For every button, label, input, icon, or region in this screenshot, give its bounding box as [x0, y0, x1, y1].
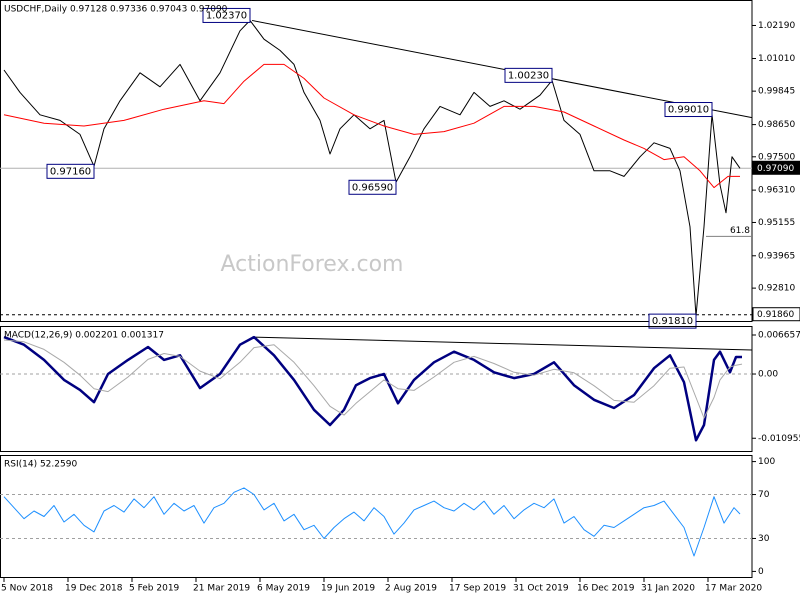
- series-line: [3, 339, 743, 419]
- watermark: ActionForex.com: [221, 252, 404, 277]
- y-tick-label: 0.96310: [758, 186, 795, 196]
- series-line: [3, 487, 741, 557]
- y-tick-label: 0.00: [758, 370, 778, 380]
- series-line: [3, 335, 742, 442]
- y-tick-label: 0.97500: [758, 152, 795, 162]
- y-tick-label: 0.006657: [758, 330, 800, 340]
- price-annotation: 0.96590: [352, 182, 393, 193]
- x-tick-label: 19 Jun 2019: [321, 584, 375, 594]
- panel-frame: [0, 326, 753, 452]
- price-annotation: 0.99010: [668, 105, 709, 116]
- y-tick-label: 70: [758, 490, 770, 500]
- price-annotation: 1.00230: [508, 70, 549, 81]
- price-annotation: 0.91810: [652, 316, 693, 327]
- price-annotation-box: [664, 102, 713, 118]
- x-tick-label: 31 Jan 2020: [641, 584, 695, 594]
- series-line: [3, 19, 741, 317]
- y-tick-label: 0.93965: [758, 251, 795, 261]
- price-label-box: [752, 160, 800, 175]
- y-tick-label: 0.99845: [758, 87, 795, 97]
- series-line: [3, 63, 740, 189]
- x-tick-label: 21 Mar 2019: [193, 584, 250, 594]
- fib-label: 61.8: [730, 226, 750, 236]
- y-tick-label: 1.02190: [758, 21, 795, 31]
- price-label: 0.91860: [757, 310, 794, 320]
- price-label: 0.97090: [757, 164, 794, 174]
- x-tick-label: 2 Aug 2019: [385, 584, 437, 594]
- y-tick-label: 0: [758, 567, 764, 577]
- trend-line: [251, 336, 753, 351]
- panel-title: USDCHF,Daily 0.97128 0.97336 0.97043 0.9…: [4, 5, 228, 15]
- x-tick-label: 6 May 2019: [257, 584, 310, 594]
- price-label-box: [752, 307, 800, 322]
- y-tick-label: 30: [758, 534, 770, 544]
- x-tick-label: 16 Dec 2019: [577, 584, 635, 594]
- x-tick-label: 17 Mar 2020: [705, 584, 762, 594]
- panel-frame: [0, 0, 753, 322]
- price-annotation-box: [46, 163, 95, 179]
- price-annotation-box: [648, 313, 697, 329]
- panel-title: MACD(12,26,9) 0.002201 0.001317: [4, 331, 164, 341]
- price-annotation-box: [202, 7, 251, 23]
- price-annotation-box: [348, 179, 397, 195]
- panel-frame: [0, 455, 753, 578]
- x-tick-label: 19 Dec 2018: [65, 584, 123, 594]
- x-tick-label: 17 Sep 2019: [449, 584, 506, 594]
- panel-title: RSI(14) 52.2590: [4, 460, 77, 470]
- x-tick-label: 5 Nov 2018: [1, 584, 53, 594]
- price-annotation-box: [504, 67, 553, 83]
- y-tick-label: 0.95155: [758, 218, 795, 228]
- price-annotation: 0.97160: [50, 166, 91, 177]
- y-tick-label: 0.98650: [758, 120, 795, 130]
- price-annotation: 1.02370: [206, 10, 247, 21]
- y-tick-label: 1.01010: [758, 54, 795, 64]
- trend-line: [251, 19, 753, 119]
- y-tick-label: 0.92810: [758, 284, 795, 294]
- x-tick-label: 31 Oct 2019: [513, 584, 569, 594]
- x-tick-label: 5 Feb 2019: [129, 584, 180, 594]
- y-tick-label: 100: [758, 457, 775, 467]
- y-tick-label: -0.010955: [758, 434, 800, 444]
